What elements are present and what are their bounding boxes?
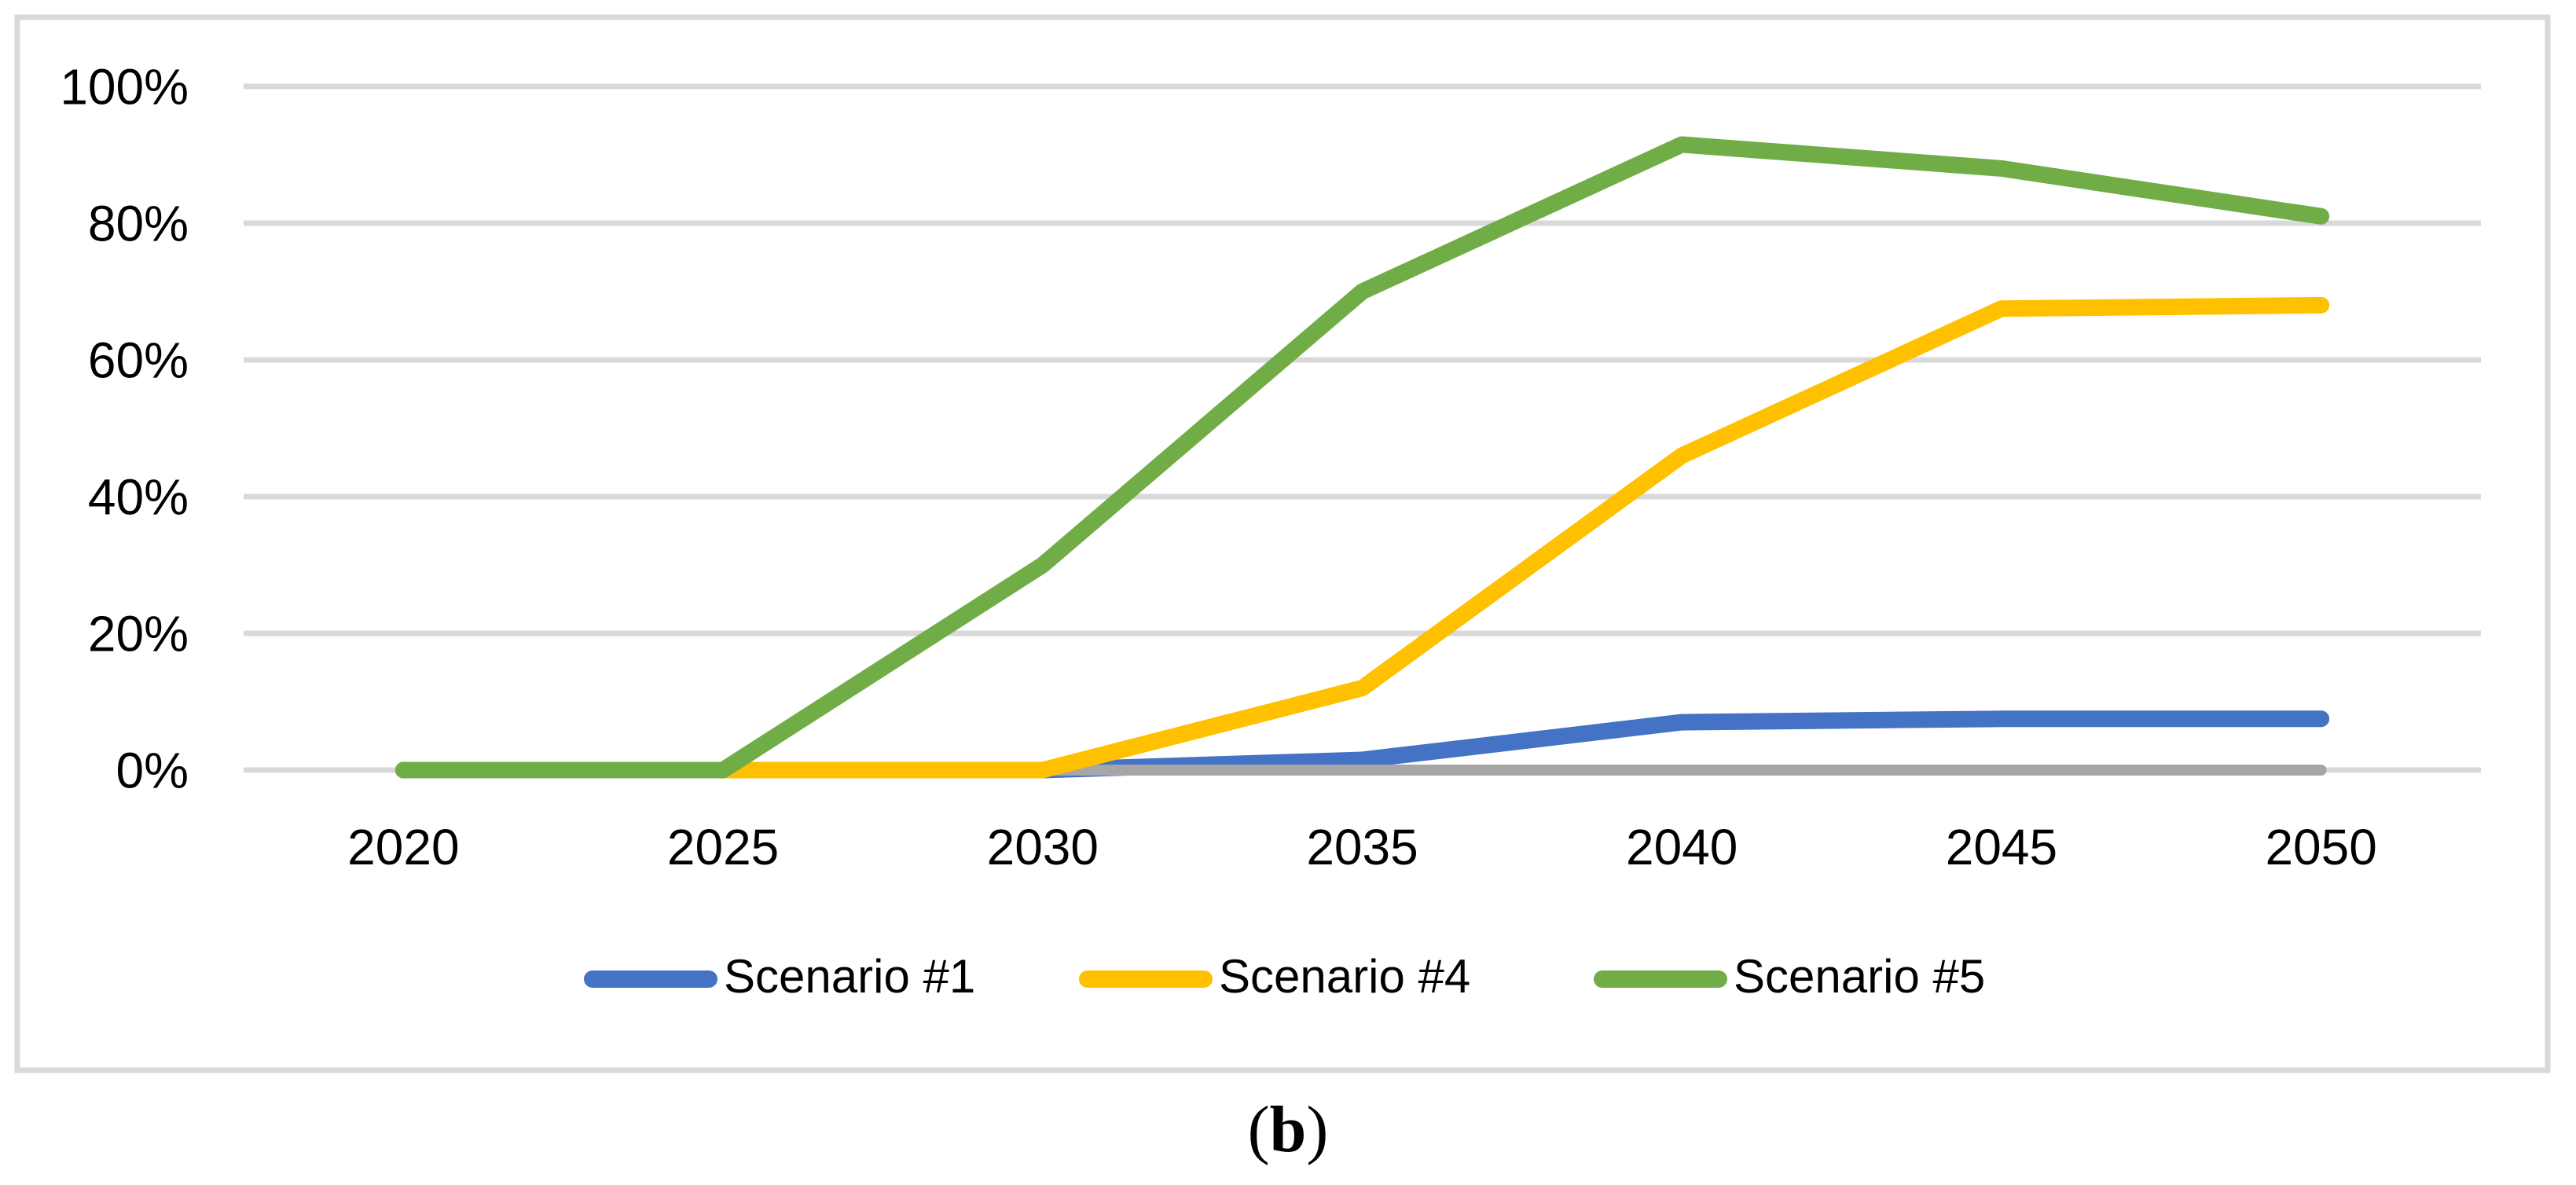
x-tick-label: 2025 <box>667 819 779 875</box>
series-line-scenario-4 <box>394 296 2330 779</box>
legend-label-scenario-5: Scenario #5 <box>1734 950 1985 1003</box>
x-axis-labels-group: 2020 2025 2030 2035 2040 2045 2050 <box>347 819 2377 875</box>
y-tick-label: 40% <box>88 468 189 525</box>
chart-border <box>14 14 2551 1073</box>
x-tick-label: 2040 <box>1626 819 1738 875</box>
legend-swatch-scenario-5 <box>1594 970 1727 988</box>
x-tick-label: 2045 <box>1946 819 2057 875</box>
legend-group: Scenario #1 Scenario #4 Scenario #5 <box>584 950 1985 1003</box>
x-tick-label: 2035 <box>1306 819 1418 875</box>
legend-swatch-scenario-4 <box>1079 970 1213 988</box>
y-tick-label: 60% <box>88 332 189 388</box>
y-tick-label: 0% <box>116 742 189 798</box>
y-axis-labels-group: 0% 20% 40% 60% 80% 100% <box>60 58 189 798</box>
y-tick-label: 20% <box>88 605 189 662</box>
chart-border-group <box>14 14 2551 1073</box>
data-series-group <box>394 136 2330 779</box>
series-line-scenario-5 <box>394 136 2330 779</box>
caption-paren-open: ( <box>1247 1093 1270 1166</box>
caption-paren-close: ) <box>1306 1093 1329 1166</box>
x-tick-label: 2030 <box>987 819 1099 875</box>
figure-caption: (b) <box>0 1093 2576 1166</box>
legend-swatch-scenario-1 <box>584 970 717 988</box>
caption-letter: b <box>1269 1093 1307 1166</box>
x-tick-label: 2050 <box>2265 819 2376 875</box>
y-tick-label: 80% <box>88 195 189 251</box>
legend-label-scenario-1: Scenario #1 <box>724 950 975 1003</box>
x-tick-label: 2020 <box>347 819 459 875</box>
legend-label-scenario-4: Scenario #4 <box>1219 950 1470 1003</box>
y-tick-label: 100% <box>60 58 189 115</box>
